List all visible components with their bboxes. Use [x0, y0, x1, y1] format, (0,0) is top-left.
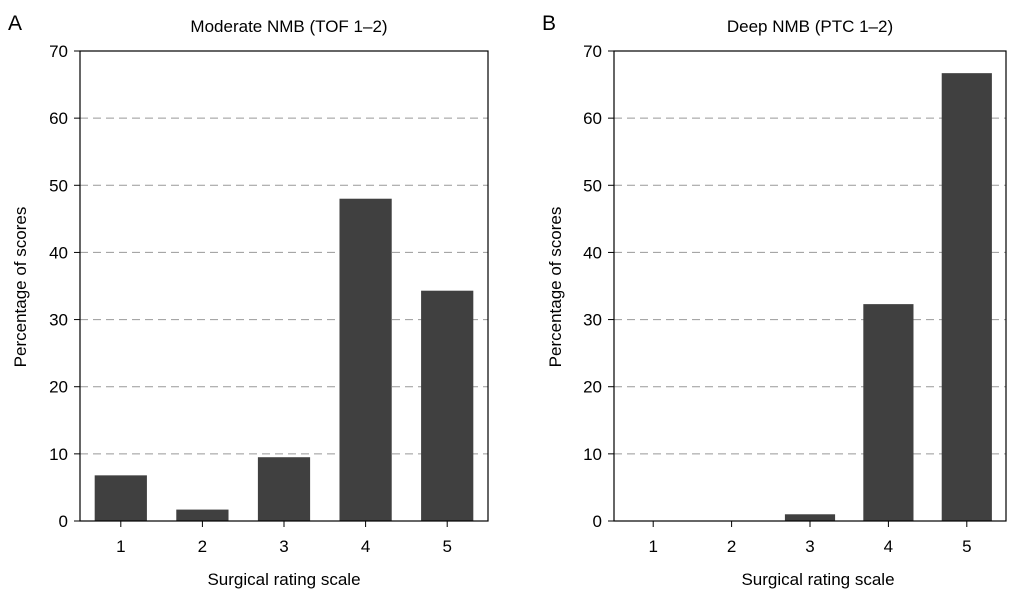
x-tick-label-a-5: 5: [442, 537, 451, 556]
panel-b: B Deep NMB (PTC 1–2) Percentage of score…: [542, 12, 1007, 589]
x-tick-label-b-1: 1: [648, 537, 657, 556]
x-tick-label-a-2: 2: [198, 537, 207, 556]
x-tick-label-b-5: 5: [962, 537, 971, 556]
bar-a-3: [257, 457, 311, 521]
x-ticks-b: 1 2 3 4 5: [648, 521, 972, 556]
y-tick-label-a-5: 50: [49, 176, 68, 195]
y-tick-label-a-2: 20: [49, 378, 68, 397]
y-tick-label-a-3: 30: [49, 311, 68, 330]
y-ticks-a: 0 10 20 30 40 50 60 70: [49, 42, 80, 531]
y-tick-label-b-0: 0: [593, 512, 602, 531]
chart-title-a: Moderate NMB (TOF 1–2): [190, 17, 387, 36]
bar-b-4: [863, 304, 914, 521]
bar-a-5: [421, 290, 474, 521]
y-tick-label-b-1: 10: [583, 445, 602, 464]
x-tick-label-a-1: 1: [116, 537, 125, 556]
chart-title-b: Deep NMB (PTC 1–2): [727, 17, 893, 36]
panel-label-b: B: [542, 12, 556, 35]
y-ticks-b: 0 10 20 30 40 50 60 70: [583, 42, 614, 531]
bars-a: [94, 198, 474, 521]
bars-b: [784, 73, 992, 522]
y-tick-label-b-6: 60: [583, 109, 602, 128]
y-axis-label-b: Percentage of scores: [546, 207, 565, 368]
panel-label-a: A: [8, 12, 22, 35]
x-tick-label-b-4: 4: [884, 537, 893, 556]
y-tick-label-a-1: 10: [49, 445, 68, 464]
x-tick-label-a-3: 3: [279, 537, 288, 556]
y-tick-label-a-4: 40: [49, 243, 68, 262]
bar-b-3: [784, 514, 836, 521]
x-tick-label-b-3: 3: [805, 537, 814, 556]
y-tick-label-b-5: 50: [583, 176, 602, 195]
y-tick-label-b-7: 70: [583, 42, 602, 61]
x-ticks-a: 1 2 3 4 5: [116, 521, 452, 556]
x-axis-label-a: Surgical rating scale: [207, 570, 360, 589]
x-tick-label-b-2: 2: [727, 537, 736, 556]
bar-a-2: [176, 509, 229, 521]
y-tick-label-b-3: 30: [583, 311, 602, 330]
panel-a: A Moderate NMB (TOF 1–2) Percentage of s…: [8, 12, 489, 589]
gridlines-a: [80, 117, 488, 455]
y-axis-label-a: Percentage of scores: [11, 207, 30, 368]
y-tick-label-b-4: 40: [583, 243, 602, 262]
x-axis-label-b: Surgical rating scale: [741, 570, 894, 589]
y-tick-label-a-6: 60: [49, 109, 68, 128]
y-tick-label-a-0: 0: [59, 512, 68, 531]
x-tick-label-a-4: 4: [361, 537, 370, 556]
gridlines-b: [614, 117, 1006, 455]
y-tick-label-b-2: 20: [583, 378, 602, 397]
bar-a-1: [94, 475, 147, 521]
y-tick-label-a-7: 70: [49, 42, 68, 61]
bar-b-5: [941, 73, 992, 522]
bar-a-4: [339, 198, 392, 521]
